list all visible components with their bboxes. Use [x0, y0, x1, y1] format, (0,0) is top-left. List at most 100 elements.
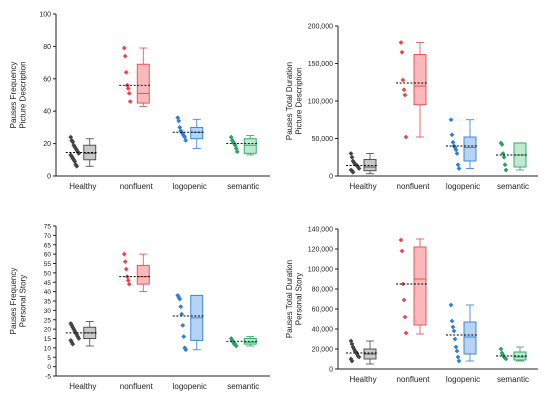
- data-point: [498, 346, 504, 352]
- y-tick-label: -5: [45, 374, 51, 381]
- y-tick-label: 140,000: [308, 227, 333, 234]
- data-point: [348, 151, 354, 156]
- chart-panel-3: -5 0 5 10 15 20 25 30 35 40 45 50 55 60 65 70 75 Pauses F…: [9, 224, 270, 391]
- y-tick-label: 0: [329, 367, 333, 374]
- box: [463, 136, 477, 162]
- y-tick-label: 120,000: [308, 247, 333, 254]
- x-tick-label: semantic: [227, 382, 259, 391]
- data-point: [452, 145, 458, 150]
- y-axis-title-line: Personal Story: [19, 275, 28, 327]
- chart-panel-4: 0 20,000 40,000 60,000 80,000 100,000 120,000 1…: [285, 227, 538, 384]
- data-point: [122, 53, 128, 59]
- data-point: [74, 163, 80, 169]
- x-tick-label: logopenic: [446, 375, 480, 384]
- data-point: [228, 336, 234, 341]
- box: [136, 63, 150, 104]
- data-point: [456, 358, 462, 364]
- y-tick-label: 70: [44, 233, 52, 240]
- data-point: [181, 334, 187, 340]
- data-point: [398, 237, 404, 243]
- y-tick-label: 60: [44, 252, 52, 259]
- y-axis-title: Pauses FrequencyPicture Description: [9, 61, 28, 128]
- data-point: [126, 281, 132, 287]
- y-tick-label: 80: [43, 44, 51, 51]
- data-point: [76, 150, 82, 156]
- data-point: [448, 117, 454, 123]
- data-point: [121, 251, 127, 257]
- y-tick-label: 40,000: [312, 327, 334, 334]
- data-point: [455, 162, 461, 168]
- data-point: [500, 352, 506, 358]
- data-point: [355, 164, 361, 170]
- data-point: [402, 314, 408, 320]
- x-tick-label: Healthy: [349, 182, 376, 191]
- data-point: [503, 356, 509, 362]
- data-point: [399, 49, 405, 55]
- data-point: [68, 134, 74, 140]
- data-point: [233, 343, 239, 349]
- data-point: [73, 330, 79, 336]
- data-point: [123, 266, 129, 272]
- x-tick-label: Healthy: [69, 382, 96, 391]
- box: [190, 126, 204, 140]
- y-tick-label: 55: [44, 261, 52, 268]
- y-tick-label: 100,000: [308, 99, 333, 106]
- x-tick-label: nonfluent: [120, 182, 154, 191]
- data-point: [121, 45, 127, 51]
- data-point: [401, 297, 407, 303]
- data-point: [176, 118, 182, 124]
- y-axis-title: Pauses Total DurationPersonal Story: [285, 260, 304, 338]
- data-point: [234, 149, 240, 155]
- data-point: [449, 318, 455, 324]
- data-point: [175, 115, 181, 121]
- data-point: [125, 277, 131, 283]
- x-tick-label: semantic: [227, 182, 259, 191]
- data-point: [70, 341, 76, 347]
- chart-panel-2: 0 50,000 100,000 150,000 200,000 Pauses Total…: [285, 24, 538, 191]
- data-point: [450, 139, 456, 145]
- data-point: [71, 326, 77, 332]
- data-point: [353, 349, 359, 355]
- y-tick-label: 60: [43, 76, 51, 83]
- data-point: [76, 336, 82, 341]
- data-point: [454, 348, 460, 354]
- y-tick-label: 150,000: [308, 61, 333, 68]
- data-point: [503, 167, 509, 173]
- data-point: [72, 328, 78, 334]
- y-tick-label: 20,000: [312, 347, 334, 354]
- data-point: [126, 90, 132, 96]
- y-axis-title-line: Personal Story: [295, 273, 304, 325]
- data-point: [75, 149, 81, 155]
- data-point: [356, 354, 362, 360]
- y-tick-label: 0: [47, 364, 51, 371]
- data-point: [74, 332, 80, 338]
- data-point: [232, 341, 238, 347]
- data-point: [125, 86, 131, 91]
- data-point: [127, 99, 133, 104]
- data-point: [72, 159, 78, 164]
- data-point: [123, 69, 129, 75]
- data-point: [455, 354, 461, 360]
- data-point: [182, 345, 188, 351]
- y-tick-label: 80,000: [312, 287, 334, 294]
- data-point: [349, 341, 355, 347]
- data-point: [399, 248, 405, 254]
- chart-panel-1: 0 20 40 60 80 100 Pauses FrequencyPicture Desc…: [9, 12, 270, 191]
- box: [243, 138, 257, 154]
- y-axis-title-line: Pauses Frequency: [9, 62, 18, 129]
- data-point: [228, 134, 234, 140]
- data-point: [179, 311, 185, 317]
- data-point: [350, 169, 356, 175]
- x-tick-label: logopenic: [173, 382, 207, 391]
- data-point: [400, 281, 406, 287]
- x-tick-label: Healthy: [349, 375, 376, 384]
- box: [413, 246, 427, 326]
- data-point: [349, 154, 355, 160]
- y-tick-label: 200,000: [308, 24, 333, 31]
- data-point: [454, 151, 460, 156]
- data-point: [351, 346, 357, 352]
- x-tick-label: nonfluent: [397, 375, 431, 384]
- y-axis-title-line: Pauses Total Duration: [285, 260, 294, 338]
- data-point: [229, 337, 235, 343]
